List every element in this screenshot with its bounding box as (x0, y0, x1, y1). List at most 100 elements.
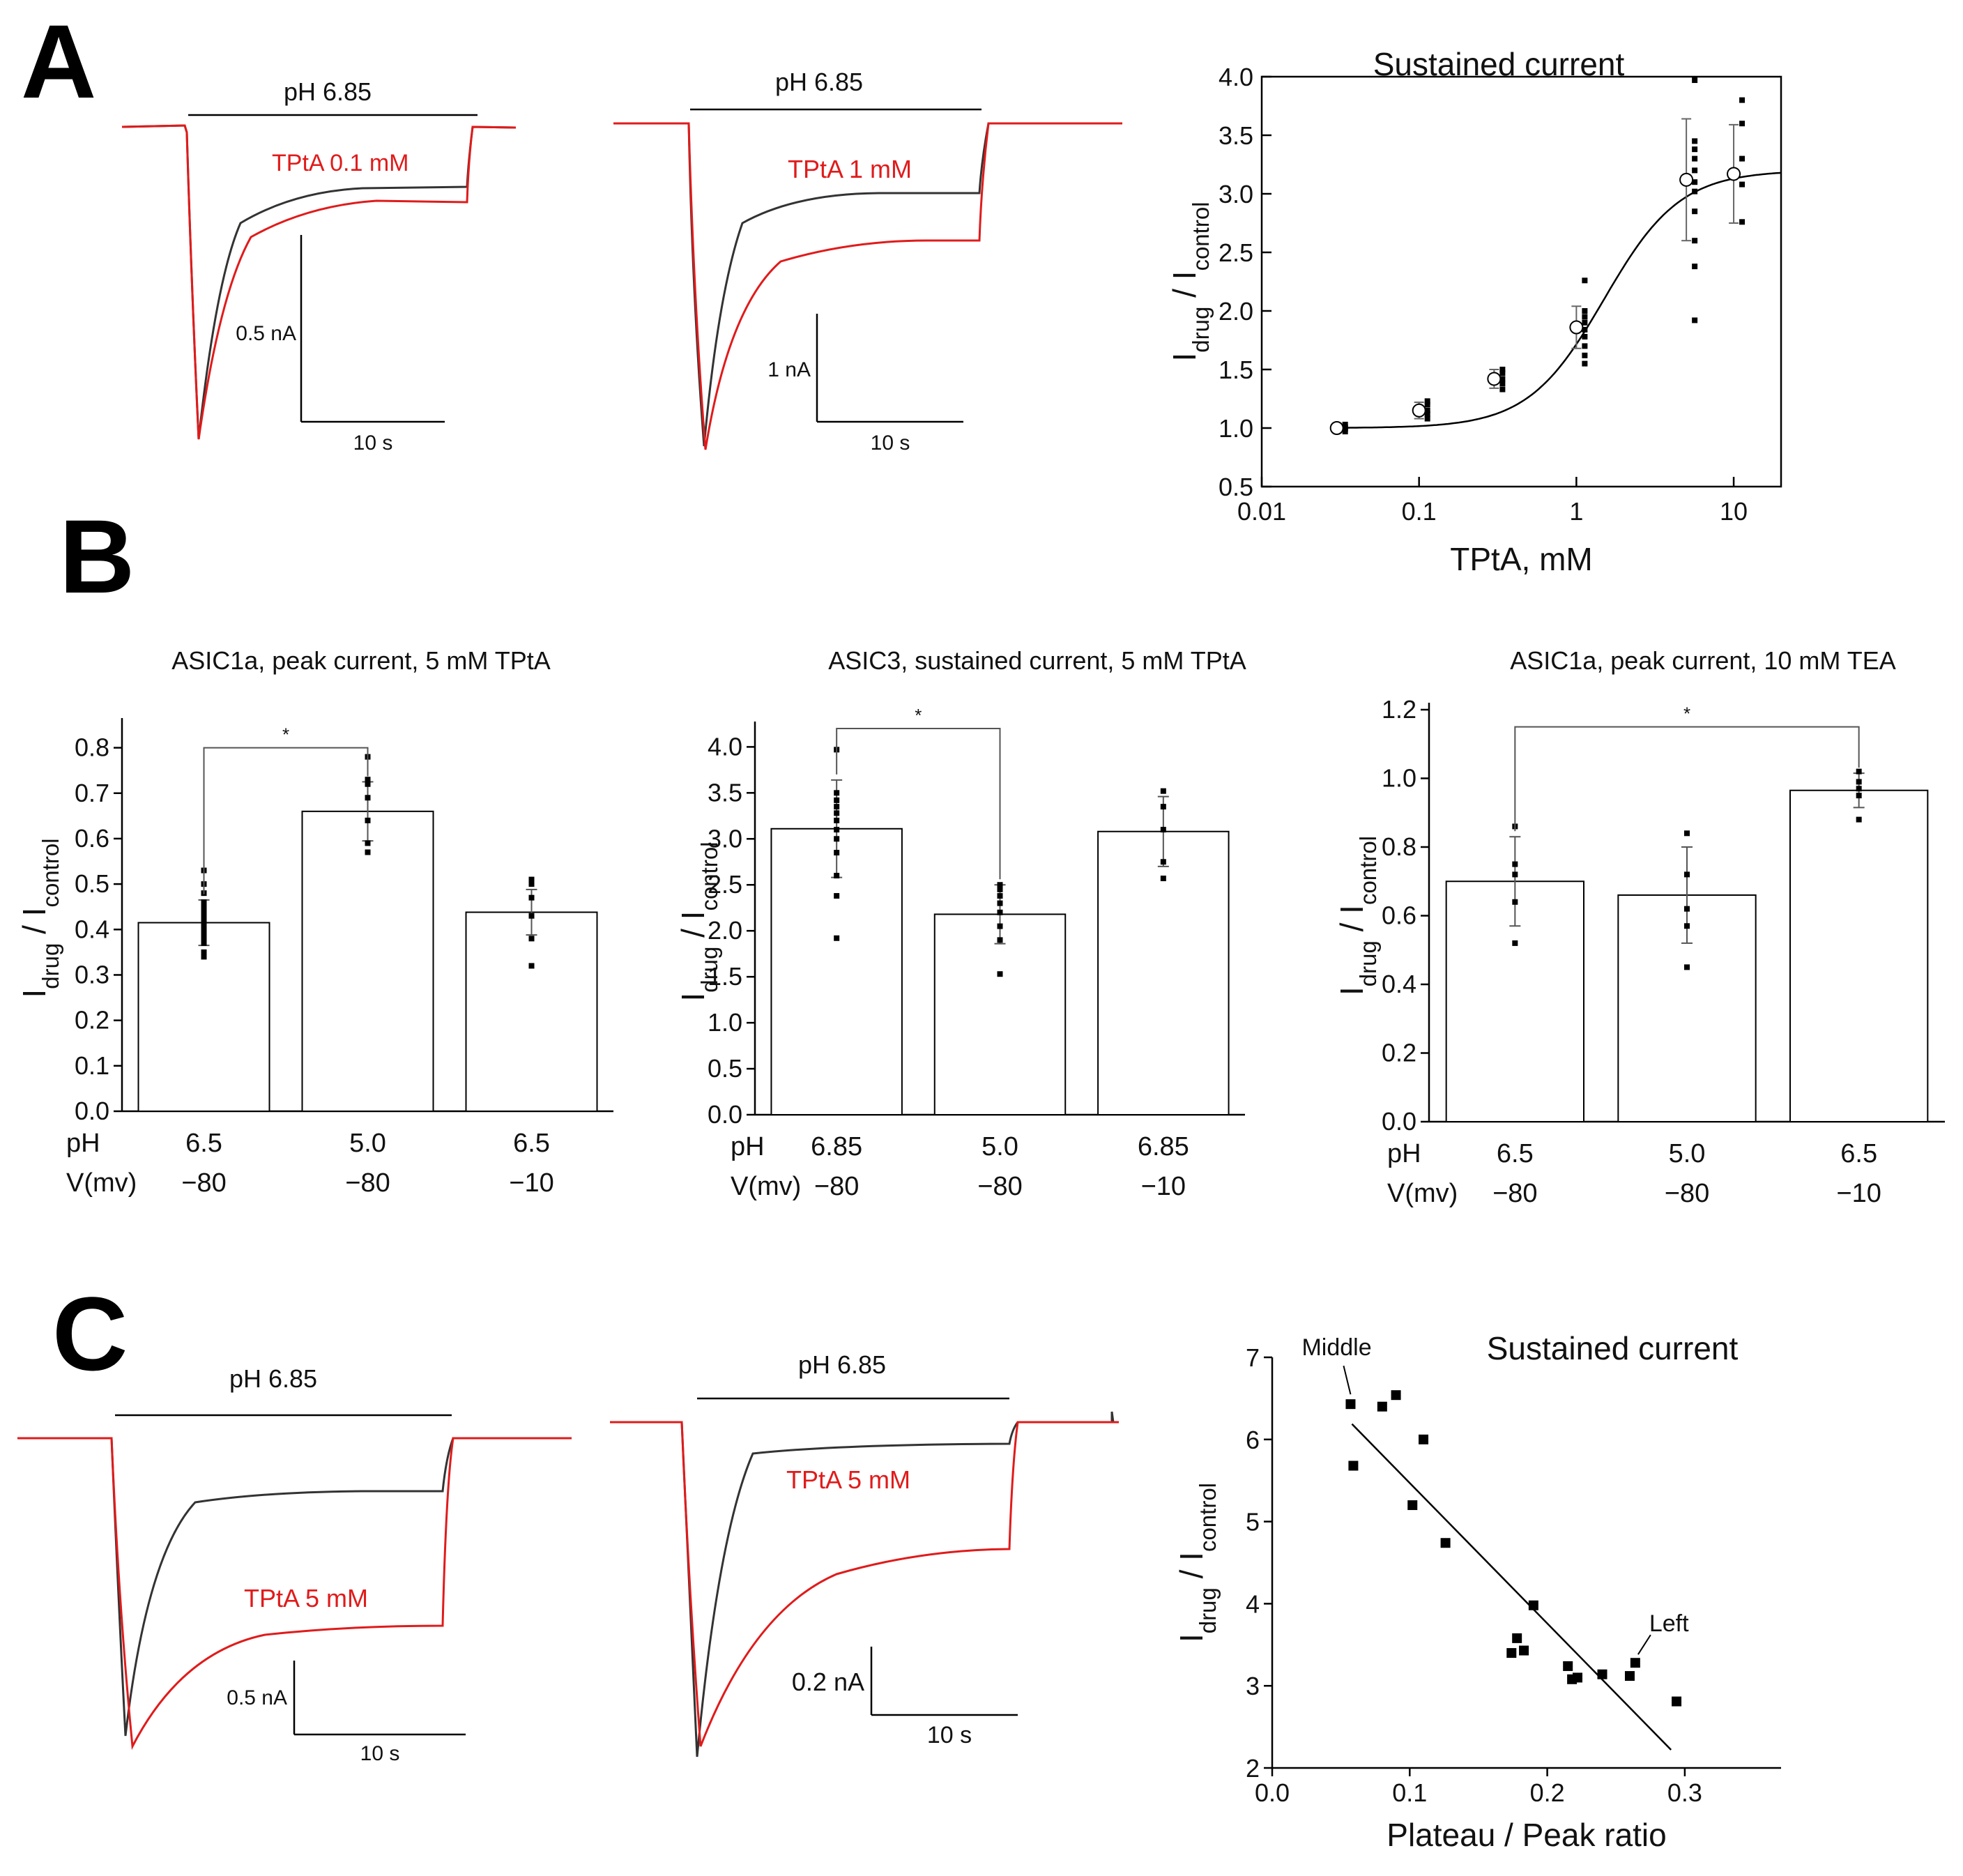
y-axis-label: Idrug / Icontrol (675, 841, 722, 1001)
drug-label: TPtA 1 mM (788, 155, 912, 183)
data-point (1348, 1461, 1359, 1471)
x-tick-label: 0.3 (1667, 1778, 1702, 1807)
data-point (365, 817, 371, 823)
ph-value: 6.5 (185, 1129, 222, 1158)
data-point (834, 797, 840, 803)
data-point (1160, 859, 1166, 865)
x-axis-label: Plateau / Peak ratio (1387, 1817, 1666, 1853)
data-point (834, 935, 840, 941)
panel-label-c: C (52, 1275, 128, 1392)
y-tick-label: 0.7 (75, 779, 109, 807)
data-point (1582, 352, 1588, 358)
drug-label: TPtA 5 mM (244, 1584, 368, 1612)
chart-title: ASIC3, sustained current, 5 mM TPtA (828, 646, 1246, 675)
data-point (1856, 779, 1862, 785)
data-point (1582, 319, 1588, 326)
trace-c1: pH 6.85 TPtA 5 mM 0.5 nA 10 s (17, 1364, 572, 1765)
voltage-value: −80 (345, 1168, 390, 1198)
data-point (528, 913, 535, 919)
scale-x-label: 10 s (353, 432, 393, 455)
voltage-value: −10 (509, 1168, 553, 1198)
y-tick-label: 0.4 (75, 915, 109, 943)
data-point (834, 790, 840, 796)
drug-label: TPtA 0.1 mM (272, 150, 409, 176)
voltage-value: −10 (1836, 1179, 1881, 1208)
y-tick-label: 0.6 (75, 824, 109, 853)
data-point (1160, 804, 1166, 810)
data-point (365, 849, 371, 855)
data-point (1684, 830, 1690, 837)
ph-value: 6.5 (1497, 1139, 1534, 1168)
data-point (528, 936, 535, 942)
data-point (1499, 367, 1506, 372)
data-point (1692, 264, 1698, 270)
data-point (528, 881, 535, 887)
data-point (1582, 277, 1588, 284)
data-point (1506, 1648, 1517, 1658)
y-tick-label: 0.5 (75, 869, 109, 898)
y-axis-label: Idrug / Icontrol (16, 838, 63, 998)
data-point (1440, 1538, 1451, 1548)
data-point (997, 886, 1003, 892)
data-point (1424, 407, 1430, 413)
row-label-ph: pH (66, 1129, 100, 1158)
data-point (1160, 827, 1166, 833)
scale-x-label: 10 s (871, 432, 910, 455)
y-tick-label: 1.2 (1382, 695, 1416, 724)
ph-value: 6.85 (1138, 1132, 1189, 1161)
y-tick-label: 2.5 (1219, 238, 1253, 267)
scale-x-label: 10 s (360, 1742, 400, 1765)
data-point (1582, 308, 1588, 314)
data-point (834, 850, 840, 856)
y-tick-label: 0.6 (1382, 901, 1416, 930)
voltage-value: −80 (1665, 1179, 1709, 1208)
y-tick-label: 0.2 (75, 1006, 109, 1035)
y-tick-label: 4.0 (708, 732, 742, 761)
mean-marker (1487, 372, 1502, 386)
data-point (1582, 333, 1588, 340)
scale-x-label: 10 s (927, 1722, 972, 1748)
x-tick-label: 10 (1720, 497, 1748, 526)
dose-response-chart: Sustained current 0.5 1.0 1.5 2.0 2.5 3.0 3.5 4.… (1166, 46, 1782, 577)
data-point (1597, 1669, 1607, 1679)
correlation-chart: Sustained current 2 3 4 5 6 7 0.0 0.1 0.2 0.3Plate… (1173, 1330, 1781, 1853)
data-point (1684, 923, 1690, 929)
voltage-value: −80 (814, 1172, 859, 1201)
y-tick-label: 0.3 (75, 960, 109, 989)
y-tick-label: 0.0 (708, 1100, 742, 1129)
mean-marker (1412, 403, 1426, 418)
significance-bracket (203, 747, 369, 894)
y-axis-label: Idrug / Icontrol (1166, 201, 1214, 361)
data-point (1692, 167, 1698, 174)
data-point (1624, 1671, 1635, 1681)
data-point (1582, 314, 1588, 320)
data-point (834, 873, 840, 879)
regression-line (1351, 1423, 1672, 1751)
y-tick-label: 0.1 (75, 1051, 109, 1080)
data-point (1630, 1658, 1640, 1668)
data-point (528, 894, 535, 901)
data-point (201, 954, 207, 960)
data-point (1424, 402, 1430, 408)
drug-label: TPtA 5 mM (786, 1465, 910, 1494)
data-point (1407, 1500, 1418, 1511)
data-point (1424, 398, 1430, 404)
drug-trace (121, 124, 517, 440)
data-point (201, 949, 207, 955)
y-axis-label: Idrug / Icontrol (1173, 1483, 1221, 1642)
voltage-value: −10 (1141, 1172, 1186, 1201)
y-tick-label: 2 (1246, 1754, 1260, 1783)
data-point (1684, 906, 1690, 912)
data-point (1856, 786, 1862, 792)
data-point (997, 893, 1003, 899)
ph-value: 6.85 (811, 1132, 862, 1161)
row-label-ph: pH (731, 1132, 765, 1161)
significance-marker: * (1683, 703, 1690, 724)
y-tick-label: 2.5 (708, 870, 742, 899)
ph-value: 6.5 (1840, 1139, 1877, 1168)
row-label-voltage: V(mv) (1387, 1179, 1458, 1208)
data-point (1692, 179, 1698, 185)
data-point (1573, 1672, 1582, 1683)
ph-value: 5.0 (349, 1129, 386, 1158)
